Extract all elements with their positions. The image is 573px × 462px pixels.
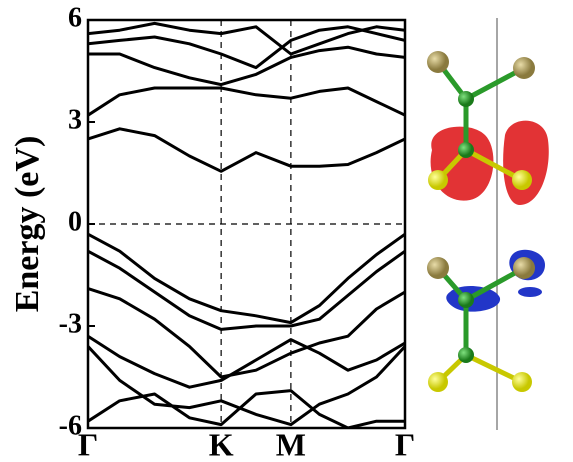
band bbox=[88, 336, 405, 387]
y-tick-label: 6 bbox=[68, 2, 82, 33]
x-tick-label: M bbox=[276, 426, 306, 462]
x-tick-label: Γ bbox=[78, 426, 98, 462]
band bbox=[88, 47, 405, 84]
orbital-illustration-top bbox=[427, 51, 549, 205]
band bbox=[88, 129, 405, 172]
band bbox=[88, 88, 405, 115]
orbital-illustration-bottom bbox=[427, 250, 545, 392]
x-tick-label: K bbox=[209, 426, 234, 462]
y-tick-label: -3 bbox=[59, 308, 82, 339]
x-tick-label: Γ bbox=[395, 426, 415, 462]
plot-area bbox=[88, 23, 405, 428]
y-axis-label: Energy (eV) bbox=[9, 136, 46, 313]
y-tick-label: 3 bbox=[68, 104, 82, 135]
y-tick-label: 0 bbox=[68, 206, 82, 237]
figure: Energy (eV) -6-3036ΓKMΓ bbox=[0, 0, 573, 462]
band bbox=[88, 346, 405, 424]
